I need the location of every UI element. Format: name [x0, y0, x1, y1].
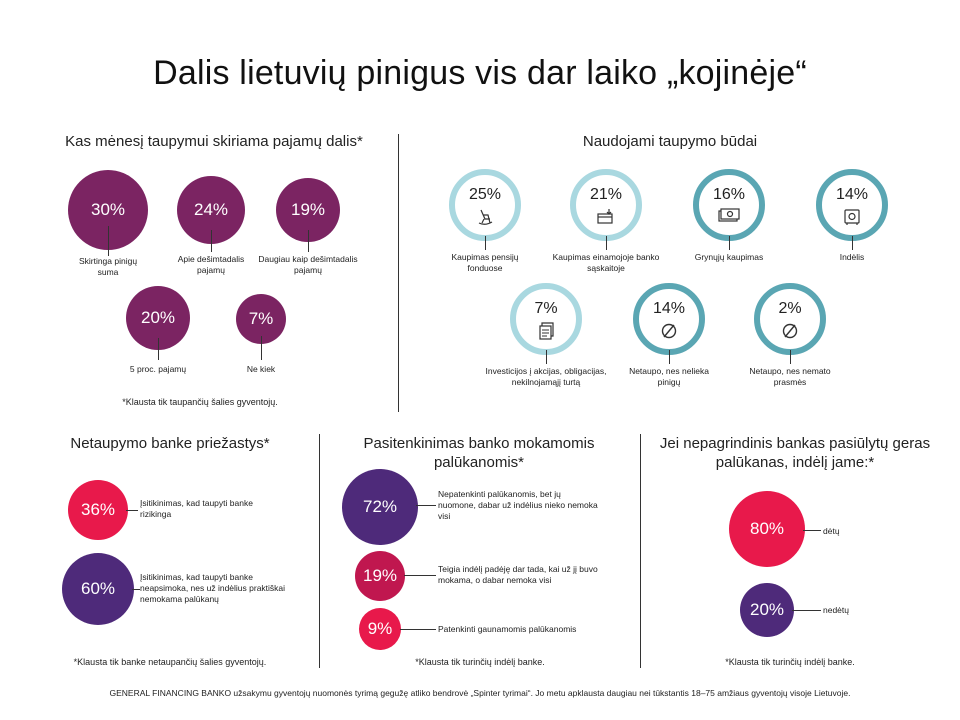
bubble-label: Daugiau kaip dešimtadalis pajamų — [258, 254, 358, 275]
bubble-label: Įsitikinimas, kad taupyti banke neapsimo… — [140, 572, 286, 604]
bubble-9: 9% — [359, 608, 401, 650]
footnote: *Klausta tik turinčių indėlį banke. — [415, 657, 545, 667]
bubble-label: Apie dešimtadalis pajamų — [177, 254, 245, 275]
ring-cash: 16% — [693, 169, 765, 241]
bubble-7: 7% — [236, 294, 286, 344]
stem — [669, 350, 670, 364]
bubble-72: 72% — [342, 469, 418, 545]
stem — [606, 236, 607, 250]
ring-investments: 7% — [510, 283, 582, 355]
cash-icon — [718, 208, 740, 227]
ring-label: Grynųjų kaupimas — [694, 252, 764, 262]
connector — [404, 575, 436, 576]
bubble-label: 5 proc. pajamų — [129, 364, 187, 374]
ring-label: Indėlis — [839, 252, 865, 262]
rocking-chair-icon — [476, 208, 494, 231]
divider-bottom-left — [319, 434, 320, 668]
ring-current-account: 21% — [570, 169, 642, 241]
bubble-60: 60% — [62, 553, 134, 625]
divider-bottom-right — [640, 434, 641, 668]
section-title-no-bank-reasons: Netaupymo banke priežastys* — [70, 435, 270, 452]
section-title-other-bank-offer: Jei nepagrindinis bankas pasiūlytų geras… — [659, 435, 931, 471]
ring-label: Netaupo, nes nemato prasmės — [749, 366, 831, 387]
section-title-monthly-savings: Kas mėnesį taupymui skiriama pajamų dali… — [65, 133, 363, 150]
bubble-label: Nepatenkinti palūkanomis, bet jų nuomone… — [438, 489, 598, 521]
ring-value: 14% — [652, 300, 686, 317]
ring-pension: 25% — [449, 169, 521, 241]
page-title: Dalis lietuvių pinigus vis dar laiko „ko… — [153, 54, 807, 92]
bubble-label: Patenkinti gaunamomis palūkanomis — [438, 624, 577, 634]
bubble-20b: 20% — [740, 583, 794, 637]
ring-value: 25% — [468, 186, 502, 203]
ring-deposit: 14% — [816, 169, 888, 241]
ring-value: 14% — [835, 186, 869, 203]
ring-value: 16% — [712, 186, 746, 203]
footer-source: GENERAL FINANCING BANKO užsakymu gyvento… — [109, 688, 851, 698]
connector — [803, 530, 821, 531]
stem — [485, 236, 486, 250]
section-title-saving-methods: Naudojami taupymo būdai — [582, 133, 758, 150]
ring-value: 2% — [778, 300, 802, 317]
connector — [792, 610, 821, 611]
bubble-19b: 19% — [355, 551, 405, 601]
ring-label: Kaupimas pensijų fonduose — [451, 252, 519, 273]
bubble-label: Teigia indėlį padėję dar tada, kai už jį… — [438, 564, 598, 585]
empty-set-icon — [781, 322, 799, 345]
ring-label: Netaupo, nes nelieka pinigų — [629, 366, 709, 387]
footnote: *Klausta tik taupančių šalies gyventojų. — [122, 397, 278, 407]
stem — [211, 230, 212, 252]
footnote: *Klausta tik turinčių indėlį banke. — [725, 657, 855, 667]
bubble-label: Skirtinga pinigų suma — [78, 256, 138, 277]
safe-icon — [843, 208, 861, 231]
ring-label: Kaupimas einamojoje banko sąskaitoje — [552, 252, 660, 273]
stem — [790, 350, 791, 364]
stem — [261, 336, 262, 360]
divider-top — [398, 134, 399, 412]
section-title-interest-satisfaction: Pasitenkinimas banko mokamomis palūkanom… — [363, 435, 595, 471]
stem — [852, 236, 853, 250]
stem — [108, 226, 109, 256]
ring-no-money: 14% — [633, 283, 705, 355]
empty-set-icon — [660, 322, 678, 345]
ring-no-point: 2% — [754, 283, 826, 355]
connector — [416, 505, 436, 506]
ring-label: Investicijos į akcijas, obligacijas, nek… — [485, 366, 607, 387]
stem — [158, 338, 159, 360]
connector — [126, 510, 138, 511]
connector — [400, 629, 436, 630]
stem — [546, 350, 547, 364]
bubble-label: Ne kiek — [246, 364, 276, 374]
bubble-36: 36% — [68, 480, 128, 540]
ring-value: 7% — [534, 300, 558, 317]
bubble-label: dėtų — [823, 526, 840, 536]
card-deposit-icon — [596, 208, 616, 229]
documents-icon — [537, 322, 555, 345]
stem — [729, 236, 730, 250]
ring-value: 21% — [589, 186, 623, 203]
connector — [132, 589, 140, 590]
bubble-label: nedėtų — [823, 605, 849, 615]
footnote: *Klausta tik banke netaupančių šalies gy… — [73, 657, 267, 667]
stem — [308, 230, 309, 252]
bubble-label: Įsitikinimas, kad taupyti banke riziking… — [140, 498, 253, 519]
bubble-80: 80% — [729, 491, 805, 567]
